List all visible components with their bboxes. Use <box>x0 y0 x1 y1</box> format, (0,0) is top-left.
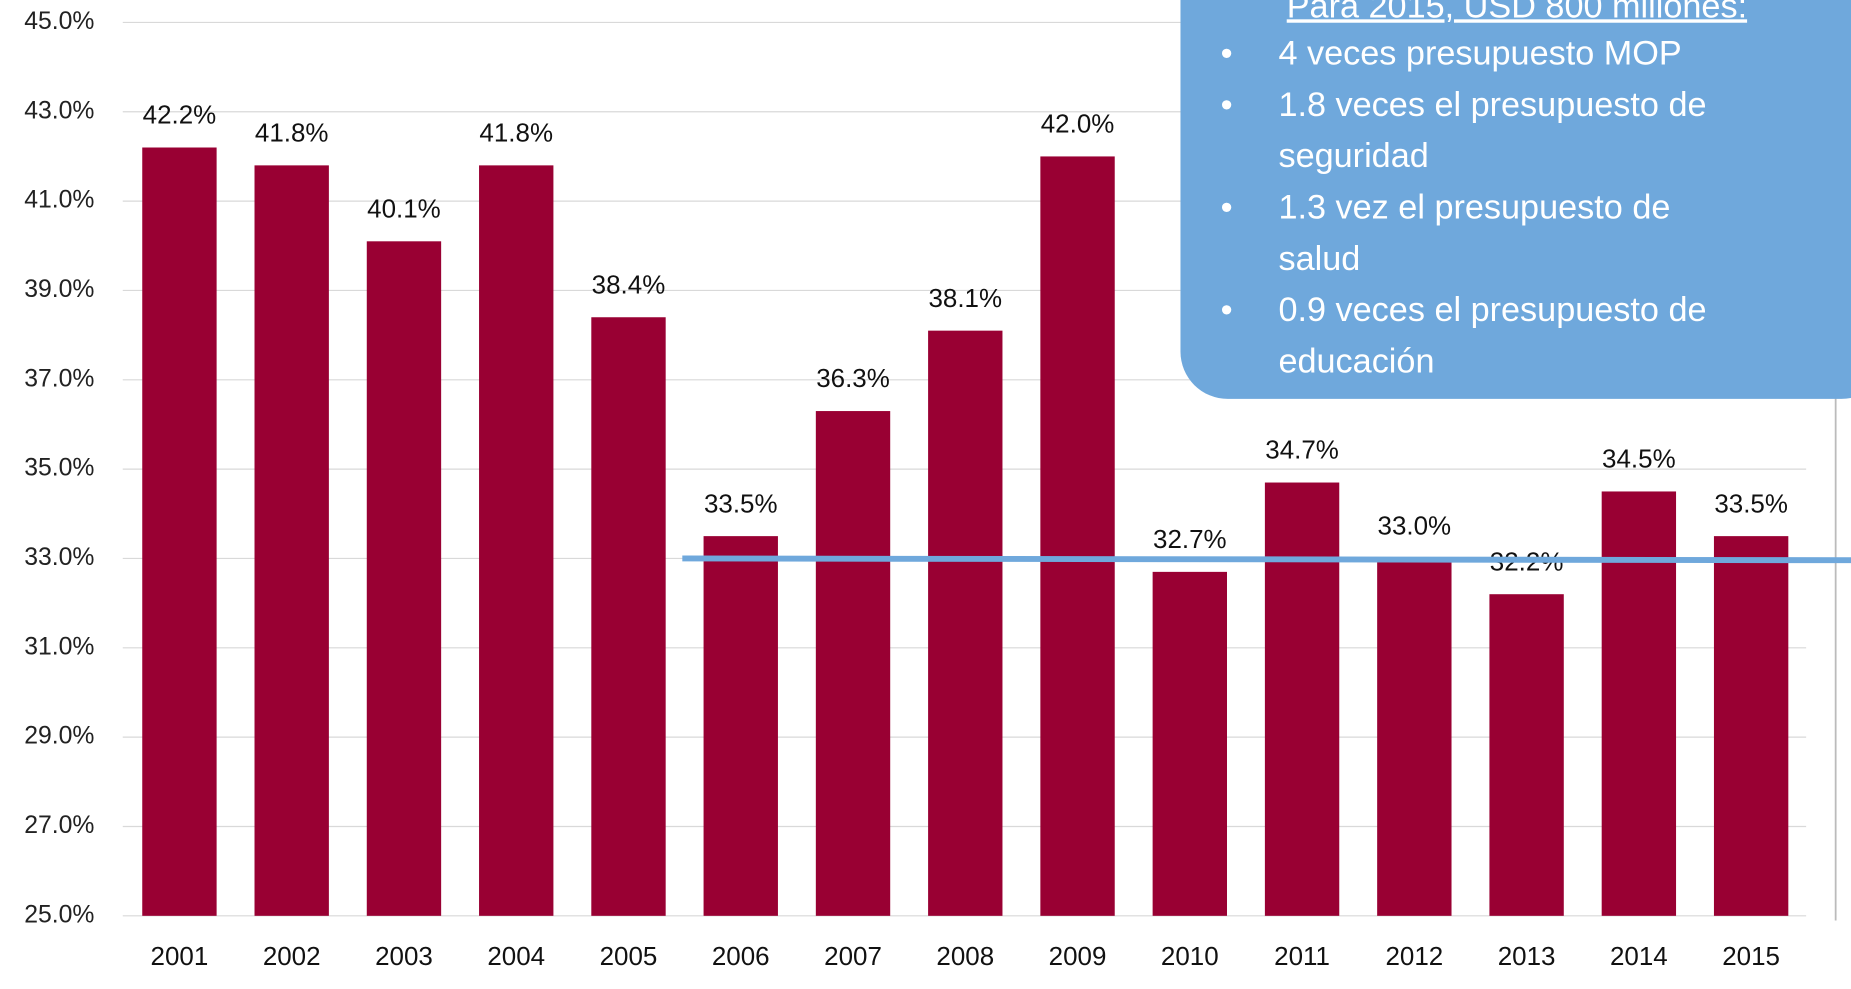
y-tick-label: 35.0% <box>24 455 94 482</box>
data-label: 41.8% <box>255 118 329 148</box>
x-tick-label: 2012 <box>1385 941 1443 971</box>
bar <box>142 147 217 916</box>
bar <box>1489 594 1564 916</box>
reference-line <box>682 555 1851 564</box>
data-label: 36.3% <box>816 363 890 393</box>
data-label: 34.5% <box>1602 444 1676 474</box>
data-label: 33.0% <box>1378 511 1452 541</box>
y-tick-label: 33.0% <box>24 544 94 571</box>
x-tick-label: 2001 <box>151 941 209 971</box>
callout-text: 0.9 veces el presupuesto de <box>1278 291 1706 329</box>
bar <box>1152 571 1227 916</box>
data-label: 41.8% <box>479 118 553 148</box>
x-tick-label: 2003 <box>375 941 433 971</box>
x-tick-label: 2010 <box>1161 941 1219 971</box>
callout-bullet: • <box>1221 35 1233 73</box>
data-label: 42.0% <box>1041 109 1115 139</box>
data-label: 33.5% <box>1714 488 1788 518</box>
callout-text: salud <box>1278 240 1360 278</box>
bar <box>1264 482 1340 916</box>
x-tick-label: 2002 <box>263 941 321 971</box>
bar <box>254 165 329 916</box>
y-tick-label: 31.0% <box>24 633 94 660</box>
data-label: 40.1% <box>367 193 441 223</box>
data-label: 33.5% <box>704 488 778 518</box>
x-tick-label: 2008 <box>936 941 994 971</box>
bar <box>1601 491 1677 916</box>
data-label: 32.7% <box>1153 524 1227 554</box>
bar <box>591 317 666 916</box>
bar <box>703 536 778 916</box>
callout-bullet: • <box>1221 189 1233 227</box>
x-tick-label: 2006 <box>712 941 770 971</box>
x-tick-label: 2007 <box>824 941 882 971</box>
x-tick-label: 2013 <box>1498 941 1556 971</box>
y-tick-label: 39.0% <box>24 276 94 303</box>
callout-text: seguridad <box>1278 137 1428 175</box>
bar <box>815 411 891 916</box>
callout-bullet: • <box>1221 86 1233 124</box>
y-tick-label: 45.0% <box>24 8 94 35</box>
bar <box>928 330 1003 916</box>
y-tick-label: 27.0% <box>24 812 94 839</box>
y-tick-label: 43.0% <box>24 97 94 124</box>
data-label: 34.7% <box>1265 435 1339 465</box>
y-tick-label: 29.0% <box>24 723 94 750</box>
callout-text: 1.8 veces el presupuesto de <box>1278 86 1706 124</box>
x-tick-label: 2011 <box>1274 941 1330 971</box>
bar <box>1040 156 1115 916</box>
x-tick-label: 2004 <box>487 941 545 971</box>
callout-text: educación <box>1278 343 1434 381</box>
x-tick-label: 2009 <box>1049 941 1107 971</box>
callout-title: Para 2015, USD 800 millones: <box>1287 0 1747 25</box>
callout-text: 4 veces presupuesto MOP <box>1278 35 1681 73</box>
data-label: 42.2% <box>143 100 217 130</box>
callout-bullet: • <box>1221 291 1233 329</box>
bar <box>366 241 442 916</box>
x-tick-label: 2005 <box>600 941 658 971</box>
data-label: 38.4% <box>592 269 666 299</box>
data-label: 38.1% <box>928 283 1002 313</box>
bar <box>1713 536 1789 916</box>
callout-text: 1.3 vez el presupuesto de <box>1278 189 1670 227</box>
y-tick-label: 25.0% <box>24 901 94 928</box>
bar <box>1377 558 1452 916</box>
x-tick-label: 2015 <box>1722 941 1780 971</box>
y-tick-label: 37.0% <box>24 365 94 392</box>
x-tick-label: 2014 <box>1610 941 1668 971</box>
y-tick-label: 41.0% <box>24 187 94 214</box>
callout-box <box>1180 0 1851 399</box>
bar <box>479 165 554 916</box>
